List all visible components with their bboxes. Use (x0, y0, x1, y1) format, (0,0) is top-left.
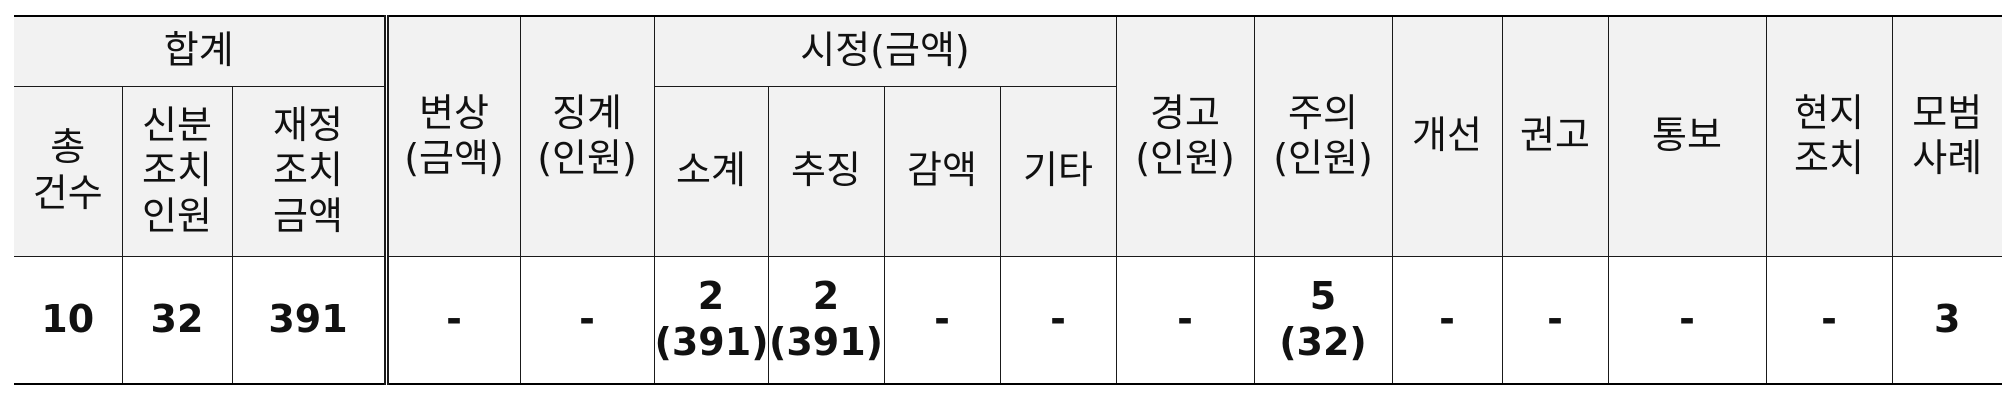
header-row-2: 총 건수 신분 조치 인원 재정 조치 금액 소계 추징 감액 기타 (14, 85, 2002, 257)
header-recovery: 추징 (767, 85, 885, 257)
cell-subtotal: 2 (391) (653, 255, 769, 385)
audit-results-table: 합계 변상 (금액) 징계 (인원) 시정(금액) 경고 (인원) 주의 (인원… (14, 15, 2002, 385)
audit-results-table-container: 합계 변상 (금액) 징계 (인원) 시정(금액) 경고 (인원) 주의 (인원… (14, 15, 2002, 385)
header-discipline: 징계 (인원) (519, 15, 655, 257)
table-header: 합계 변상 (금액) 징계 (인원) 시정(금액) 경고 (인원) 주의 (인원… (14, 15, 2002, 257)
header-total-group: 합계 (14, 15, 389, 87)
cell-other: - (999, 255, 1117, 385)
cell-caution: 5 (32) (1253, 255, 1393, 385)
cell-onsite: - (1765, 255, 1893, 385)
cell-discipline: - (519, 255, 655, 385)
header-best-practice: 모범 사례 (1891, 15, 2002, 257)
header-reduction: 감액 (883, 85, 1001, 257)
header-disciplinary-persons: 신분 조치 인원 (121, 85, 233, 257)
header-warning: 경고 (인원) (1115, 15, 1255, 257)
header-caution: 주의 (인원) (1253, 15, 1393, 257)
header-row-1: 합계 변상 (금액) 징계 (인원) 시정(금액) 경고 (인원) 주의 (인원… (14, 15, 2002, 257)
cell-financial-amount: 391 (231, 255, 389, 385)
cell-best-practice: 3 (1891, 255, 2002, 385)
header-improvement: 개선 (1391, 15, 1503, 257)
header-total-count: 총 건수 (14, 85, 123, 257)
header-onsite: 현지 조치 (1765, 15, 1893, 257)
cell-improvement: - (1391, 255, 1503, 385)
header-notification: 통보 (1607, 15, 1767, 257)
header-correction-group: 시정(금액) (653, 15, 1117, 87)
cell-total-count: 10 (14, 255, 123, 385)
cell-disciplinary-persons: 32 (121, 255, 233, 385)
table-row: 10 32 391 - - 2 (391) 2 (391) - - - 5 (3… (14, 255, 2002, 385)
cell-reduction: - (883, 255, 1001, 385)
header-recommendation: 권고 (1501, 15, 1609, 257)
header-financial-amount: 재정 조치 금액 (231, 85, 389, 257)
cell-notification: - (1607, 255, 1767, 385)
cell-compensation: - (385, 255, 521, 385)
table-body: 10 32 391 - - 2 (391) 2 (391) - - - 5 (3… (14, 255, 2002, 385)
cell-warning: - (1115, 255, 1255, 385)
cell-recovery: 2 (391) (767, 255, 885, 385)
header-compensation: 변상 (금액) (385, 15, 521, 257)
header-subtotal: 소계 (653, 85, 769, 257)
cell-recommendation: - (1501, 255, 1609, 385)
header-other: 기타 (999, 85, 1117, 257)
